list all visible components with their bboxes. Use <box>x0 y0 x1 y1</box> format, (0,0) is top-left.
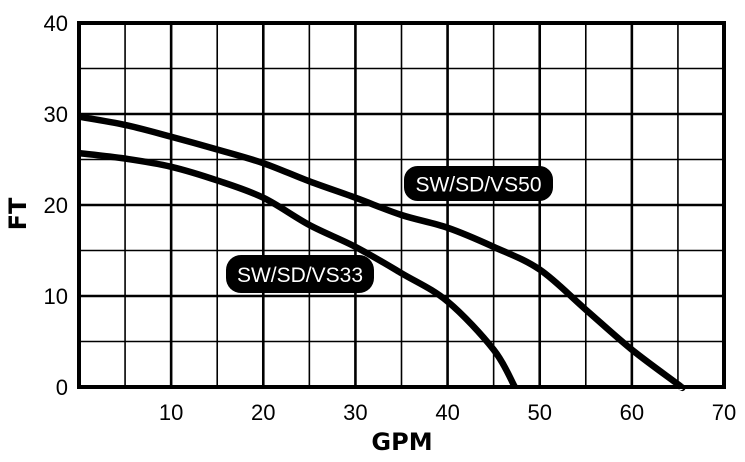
series-labels: SW/SD/VS50 SW/SD/VS33 <box>226 166 553 293</box>
major-gridlines <box>79 23 724 387</box>
x-tick-label: 10 <box>159 400 183 425</box>
label-background <box>226 255 374 293</box>
x-tick-label: 40 <box>435 400 459 425</box>
y-tick-label: 30 <box>44 102 68 127</box>
x-tick-label: 30 <box>343 400 367 425</box>
y-tick-label: 40 <box>44 11 68 36</box>
label-text: SW/SD/VS33 <box>237 264 363 287</box>
y-tick-label: 0 <box>56 375 68 400</box>
series-label-sw-sd-vs33: SW/SD/VS33 <box>226 255 374 293</box>
plot-border <box>77 21 726 389</box>
series-label-sw-sd-vs50: SW/SD/VS50 <box>404 166 553 201</box>
label-text: SW/SD/VS50 <box>415 174 541 197</box>
series-line-sw-sd-vs33 <box>78 149 518 389</box>
x-tick-label: 70 <box>712 400 736 425</box>
series-lines <box>78 113 686 392</box>
y-tick-label: 20 <box>44 193 68 218</box>
x-tick-label: 20 <box>251 400 275 425</box>
x-tick-label: 50 <box>527 400 551 425</box>
series-line-sw-sd-vs50 <box>78 113 686 392</box>
y-axis-ticks: 0 10 20 30 40 <box>44 11 68 400</box>
x-axis-title: GPM <box>371 428 432 456</box>
y-tick-label: 10 <box>44 284 68 309</box>
y-axis-title: FT <box>4 197 32 230</box>
x-tick-label: 60 <box>620 400 644 425</box>
label-background <box>404 166 553 201</box>
x-axis-ticks: 10 20 30 40 50 60 70 <box>159 400 736 425</box>
